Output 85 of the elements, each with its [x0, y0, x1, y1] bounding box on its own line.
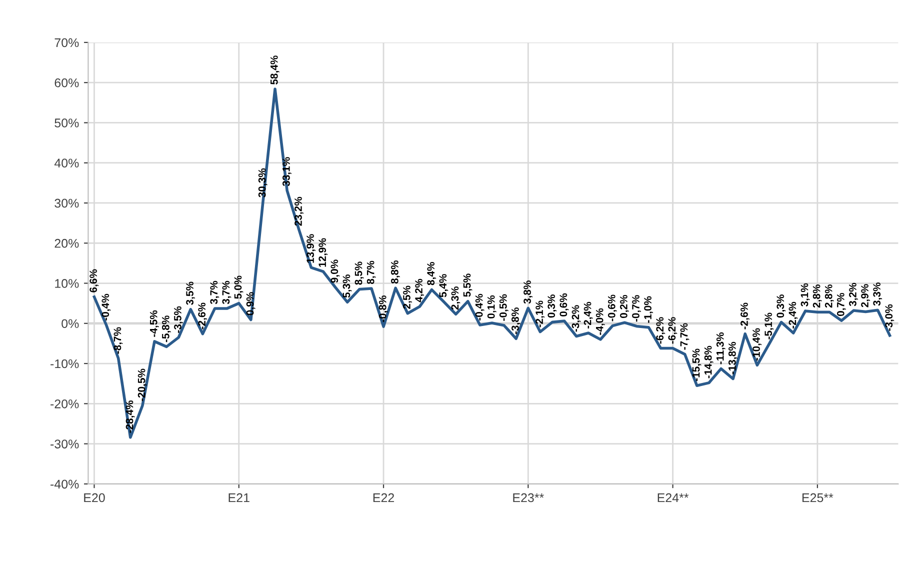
data-label: 2,3%: [451, 286, 460, 310]
y-tick-label: 30%: [54, 198, 79, 208]
data-label: 3,3%: [873, 282, 882, 306]
y-tick-label: 70%: [54, 38, 79, 48]
x-tick-label: E24**: [658, 493, 689, 502]
data-label: 0,9%: [246, 292, 256, 316]
data-label: -2,1%: [536, 300, 545, 328]
data-label: 8,8%: [390, 260, 400, 284]
data-label: 33,1%: [282, 157, 292, 186]
data-label: 0,3%: [548, 294, 557, 318]
data-label: -28,4%: [126, 400, 135, 433]
data-label: -0,4%: [475, 294, 484, 320]
y-tick-label: 60%: [54, 78, 79, 88]
y-tick-label: 0%: [62, 319, 79, 328]
data-label: -0,8%: [378, 296, 388, 322]
data-label: -0,5%: [499, 294, 508, 321]
data-label: 6,6%: [90, 269, 99, 292]
data-label: 3,5%: [186, 282, 195, 305]
data-label: 0,2%: [620, 294, 629, 318]
y-tick-label: -40%: [50, 480, 79, 489]
data-label: 8,7%: [366, 260, 376, 284]
data-label: 4,2%: [415, 278, 424, 302]
data-label: 0,1%: [487, 295, 496, 318]
y-tick-label: 10%: [55, 279, 79, 288]
y-tick-label: -20%: [50, 399, 79, 408]
data-label: -4,0%: [596, 308, 605, 335]
data-label: 5,4%: [439, 274, 448, 298]
data-label: 3,1%: [800, 283, 810, 307]
data-label: -4,5%: [150, 310, 159, 337]
data-label: -3,8%: [512, 308, 520, 334]
x-tick-label: E22: [373, 493, 394, 502]
data-label: -5,1%: [764, 312, 774, 340]
x-tick-label: E23**: [513, 493, 544, 502]
x-tick-label: E25**: [802, 493, 834, 502]
data-label: 2,8%: [824, 284, 834, 308]
data-label: 3,7%: [222, 280, 232, 304]
data-label: -15,5%: [692, 348, 702, 382]
data-label: 8,5%: [354, 262, 364, 285]
data-label: 2,8%: [812, 284, 822, 308]
data-label: -10,4%: [752, 328, 762, 361]
data-label: 0,7%: [836, 292, 846, 316]
data-label: 3,2%: [849, 282, 858, 306]
y-tick-label: 20%: [54, 238, 79, 248]
data-label: -13,8%: [728, 342, 738, 374]
data-label: 9,0%: [330, 260, 340, 283]
y-tick-label: 50%: [54, 118, 79, 128]
y-tick-label: -30%: [50, 440, 79, 448]
data-label: -11,3%: [716, 332, 726, 364]
data-label: -3,0%: [885, 304, 894, 331]
y-tick-label: 40%: [54, 158, 79, 168]
data-label: -0,7%: [632, 295, 641, 322]
data-label: 12,9%: [318, 238, 328, 267]
data-label: 3,7%: [210, 280, 220, 304]
data-label: 30,3%: [258, 168, 268, 198]
data-label: -2,4%: [584, 302, 593, 328]
data-label: 5,0%: [234, 276, 244, 299]
data-label: -6,2%: [668, 317, 678, 344]
data-label: 8,4%: [427, 262, 436, 286]
data-label: -0,4%: [102, 294, 111, 320]
data-label: -8,7%: [114, 327, 123, 354]
data-label: -0,6%: [608, 294, 617, 322]
data-label: -20,5%: [138, 368, 147, 402]
data-label: 2,9%: [861, 284, 870, 308]
data-label: -2,4%: [788, 302, 798, 328]
data-label: -3,2%: [572, 305, 581, 332]
x-tick-label: E20: [84, 493, 105, 502]
data-label: 5,3%: [342, 274, 352, 298]
data-label: 5,5%: [463, 274, 472, 297]
data-label: 58,4%: [270, 56, 280, 85]
data-label: 13,9%: [306, 234, 316, 263]
data-label: -7,7%: [680, 323, 690, 350]
data-label: -2,6%: [198, 302, 208, 330]
data-label: 23,2%: [294, 196, 304, 226]
data-label: -1,0%: [644, 296, 653, 323]
y-tick-label: -10%: [50, 359, 79, 368]
data-label: 3,8%: [524, 280, 532, 304]
data-label: 0,6%: [560, 293, 569, 316]
x-tick-label: E21: [228, 493, 250, 502]
data-label: -14,8%: [704, 346, 714, 378]
data-label: -2,6%: [740, 302, 750, 330]
data-label: 0,3%: [776, 294, 786, 318]
data-label: -3,5%: [174, 306, 183, 333]
data-label: 2,5%: [403, 286, 412, 309]
data-label: -6,2%: [656, 317, 666, 344]
data-label: -5,8%: [162, 316, 171, 342]
